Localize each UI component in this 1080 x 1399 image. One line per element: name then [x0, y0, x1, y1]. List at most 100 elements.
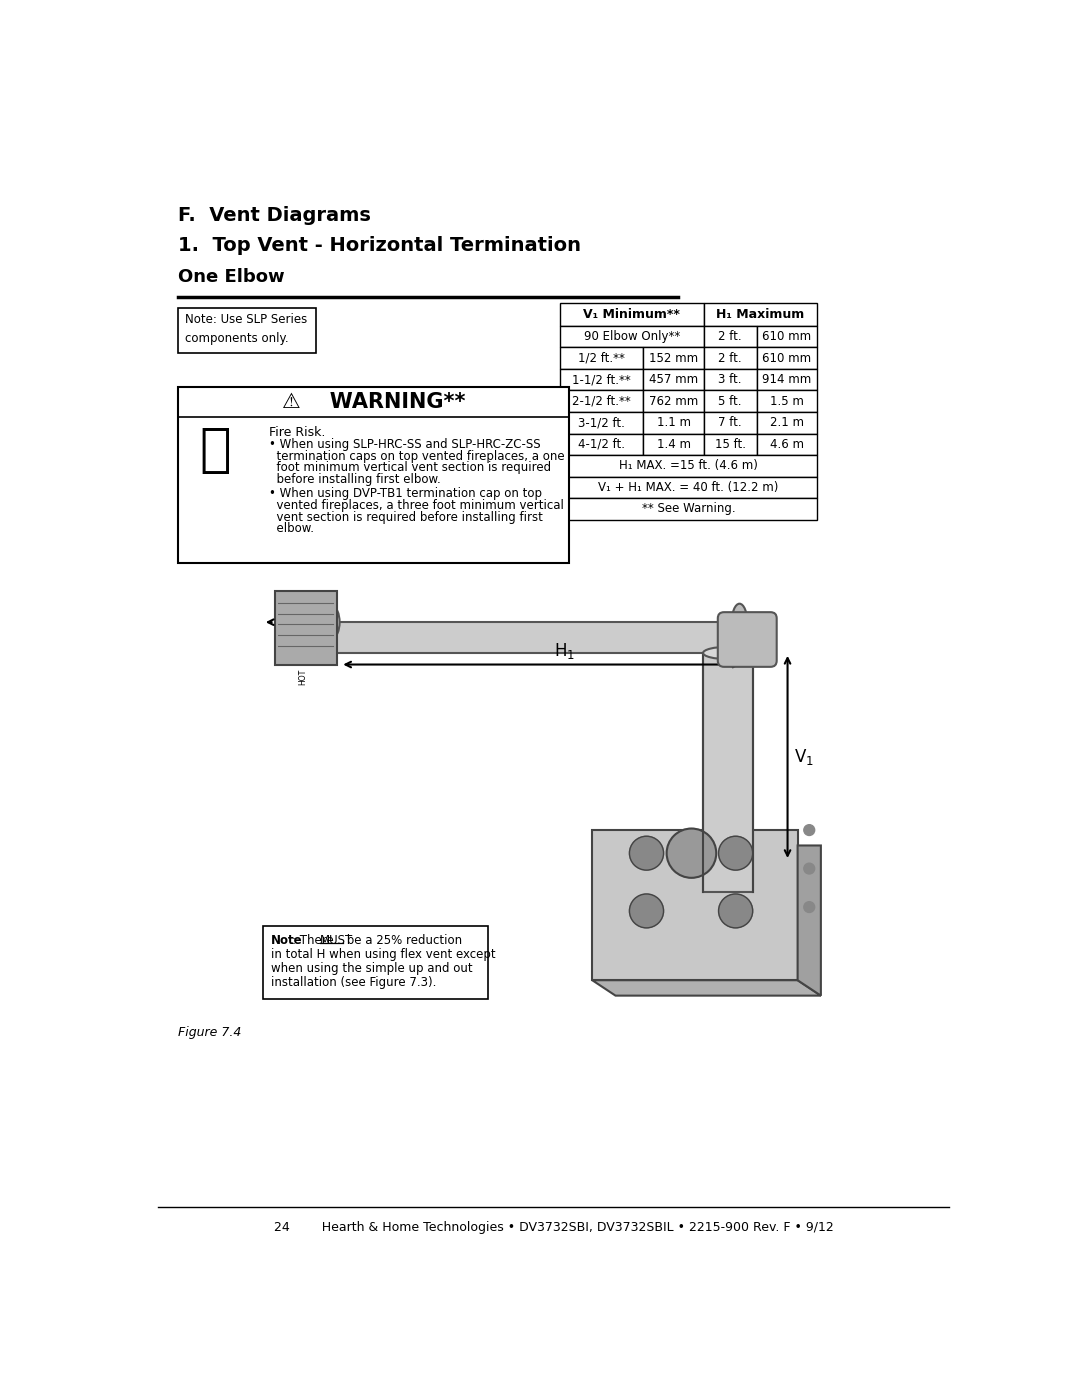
Text: 🔥: 🔥 [199, 424, 231, 476]
Circle shape [804, 863, 814, 874]
Text: 1-1/2 ft.**: 1-1/2 ft.** [572, 374, 631, 386]
Text: when using the simple up and out: when using the simple up and out [271, 961, 472, 975]
Circle shape [630, 894, 663, 928]
Text: V$_1$: V$_1$ [794, 747, 813, 767]
Bar [704, 302, 816, 326]
Bar [559, 498, 816, 520]
Bar [559, 347, 644, 369]
Text: 7 ft.: 7 ft. [718, 417, 742, 429]
Circle shape [666, 828, 716, 877]
Text: 457 mm: 457 mm [649, 374, 698, 386]
Bar [559, 411, 644, 434]
Bar [559, 326, 704, 347]
Text: 3 ft.: 3 ft. [718, 374, 742, 386]
Text: • When using DVP-TB1 termination cap on top: • When using DVP-TB1 termination cap on … [269, 487, 542, 501]
Bar [644, 411, 704, 434]
Bar [704, 390, 757, 411]
FancyBboxPatch shape [718, 613, 777, 667]
Text: Fire Risk.: Fire Risk. [269, 425, 325, 439]
Text: 3-1/2 ft.: 3-1/2 ft. [578, 417, 625, 429]
Bar [644, 347, 704, 369]
Text: in total H when using flex vent except: in total H when using flex vent except [271, 949, 496, 961]
Bar [644, 390, 704, 411]
Bar [333, 623, 743, 653]
Text: 2 ft.: 2 ft. [718, 351, 742, 365]
Text: One Elbow: One Elbow [177, 269, 284, 285]
Bar [559, 302, 704, 326]
Text: before installing first elbow.: before installing first elbow. [269, 473, 441, 485]
Text: 1/2 ft.**: 1/2 ft.** [578, 351, 625, 365]
Text: Note: Use SLP Series
components only.: Note: Use SLP Series components only. [186, 312, 308, 344]
Text: 1.4 m: 1.4 m [657, 438, 690, 450]
Bar [704, 411, 757, 434]
Bar [559, 434, 644, 455]
Text: 2-1/2 ft.**: 2-1/2 ft.** [572, 395, 631, 407]
Bar [704, 369, 757, 390]
Text: installation (see Figure 7.3).: installation (see Figure 7.3). [271, 975, 436, 989]
Text: 4-1/2 ft.: 4-1/2 ft. [578, 438, 625, 450]
Bar [704, 434, 757, 455]
Text: 24        Hearth & Home Technologies • DV3732SBI, DV3732SBIL • 2215-900 Rev. F •: 24 Hearth & Home Technologies • DV3732SB… [273, 1221, 834, 1234]
Text: V₁ Minimum**: V₁ Minimum** [583, 308, 680, 320]
Circle shape [804, 824, 814, 835]
Bar [704, 347, 757, 369]
Bar [592, 830, 798, 981]
Text: 1.5 m: 1.5 m [770, 395, 804, 407]
Text: 1.  Top Vent - Horizontal Termination: 1. Top Vent - Horizontal Termination [177, 235, 581, 255]
Text: elbow.: elbow. [269, 522, 314, 534]
Bar [703, 653, 753, 891]
Ellipse shape [703, 646, 753, 659]
Text: be a 25% reduction: be a 25% reduction [342, 935, 462, 947]
Bar [757, 326, 816, 347]
Ellipse shape [732, 604, 747, 641]
Text: ** See Warning.: ** See Warning. [642, 502, 735, 515]
Text: V₁ + H₁ MAX. = 40 ft. (12.2 m): V₁ + H₁ MAX. = 40 ft. (12.2 m) [598, 481, 779, 494]
Bar [262, 926, 488, 999]
Text: HOT: HOT [299, 669, 308, 684]
Bar [704, 326, 757, 347]
Text: ⚠    WARNING**: ⚠ WARNING** [282, 392, 465, 411]
Text: 4.6 m: 4.6 m [770, 438, 804, 450]
Text: Note: Note [271, 935, 302, 947]
Bar [757, 347, 816, 369]
Text: 762 mm: 762 mm [649, 395, 699, 407]
Text: vent section is required before installing first: vent section is required before installi… [269, 511, 543, 523]
Circle shape [804, 902, 814, 912]
Text: 914 mm: 914 mm [762, 374, 811, 386]
Text: F.  Vent Diagrams: F. Vent Diagrams [177, 207, 370, 225]
Bar [559, 477, 816, 498]
Bar [177, 388, 569, 562]
Bar [559, 390, 644, 411]
Text: 2 ft.: 2 ft. [718, 330, 742, 343]
Text: 90 Elbow Only**: 90 Elbow Only** [583, 330, 680, 343]
Text: H₁ Maximum: H₁ Maximum [716, 308, 805, 320]
Circle shape [718, 894, 753, 928]
Bar [559, 455, 816, 477]
Text: : There: : There [293, 935, 338, 947]
Bar [177, 308, 315, 353]
Bar [757, 369, 816, 390]
Text: 2.1 m: 2.1 m [770, 417, 804, 429]
Text: Figure 7.4: Figure 7.4 [177, 1027, 241, 1039]
Bar [274, 592, 337, 665]
Bar [757, 390, 816, 411]
Ellipse shape [326, 607, 339, 638]
Text: 15 ft.: 15 ft. [715, 438, 745, 450]
Text: 1.1 m: 1.1 m [657, 417, 690, 429]
Bar [757, 411, 816, 434]
Polygon shape [798, 845, 821, 996]
Text: MUST: MUST [321, 935, 353, 947]
Polygon shape [592, 981, 821, 996]
Circle shape [630, 837, 663, 870]
Text: 610 mm: 610 mm [762, 351, 811, 365]
Text: H$_1$: H$_1$ [554, 641, 575, 660]
Bar [644, 369, 704, 390]
Bar [644, 434, 704, 455]
Bar [757, 434, 816, 455]
Bar [559, 369, 644, 390]
Text: 610 mm: 610 mm [762, 330, 811, 343]
Text: foot minimum vertical vent section is required: foot minimum vertical vent section is re… [269, 462, 551, 474]
Text: • When using SLP-HRC-SS and SLP-HRC-ZC-SS: • When using SLP-HRC-SS and SLP-HRC-ZC-S… [269, 438, 541, 450]
Circle shape [718, 837, 753, 870]
Text: termination caps on top vented fireplaces, a one: termination caps on top vented fireplace… [269, 449, 565, 463]
